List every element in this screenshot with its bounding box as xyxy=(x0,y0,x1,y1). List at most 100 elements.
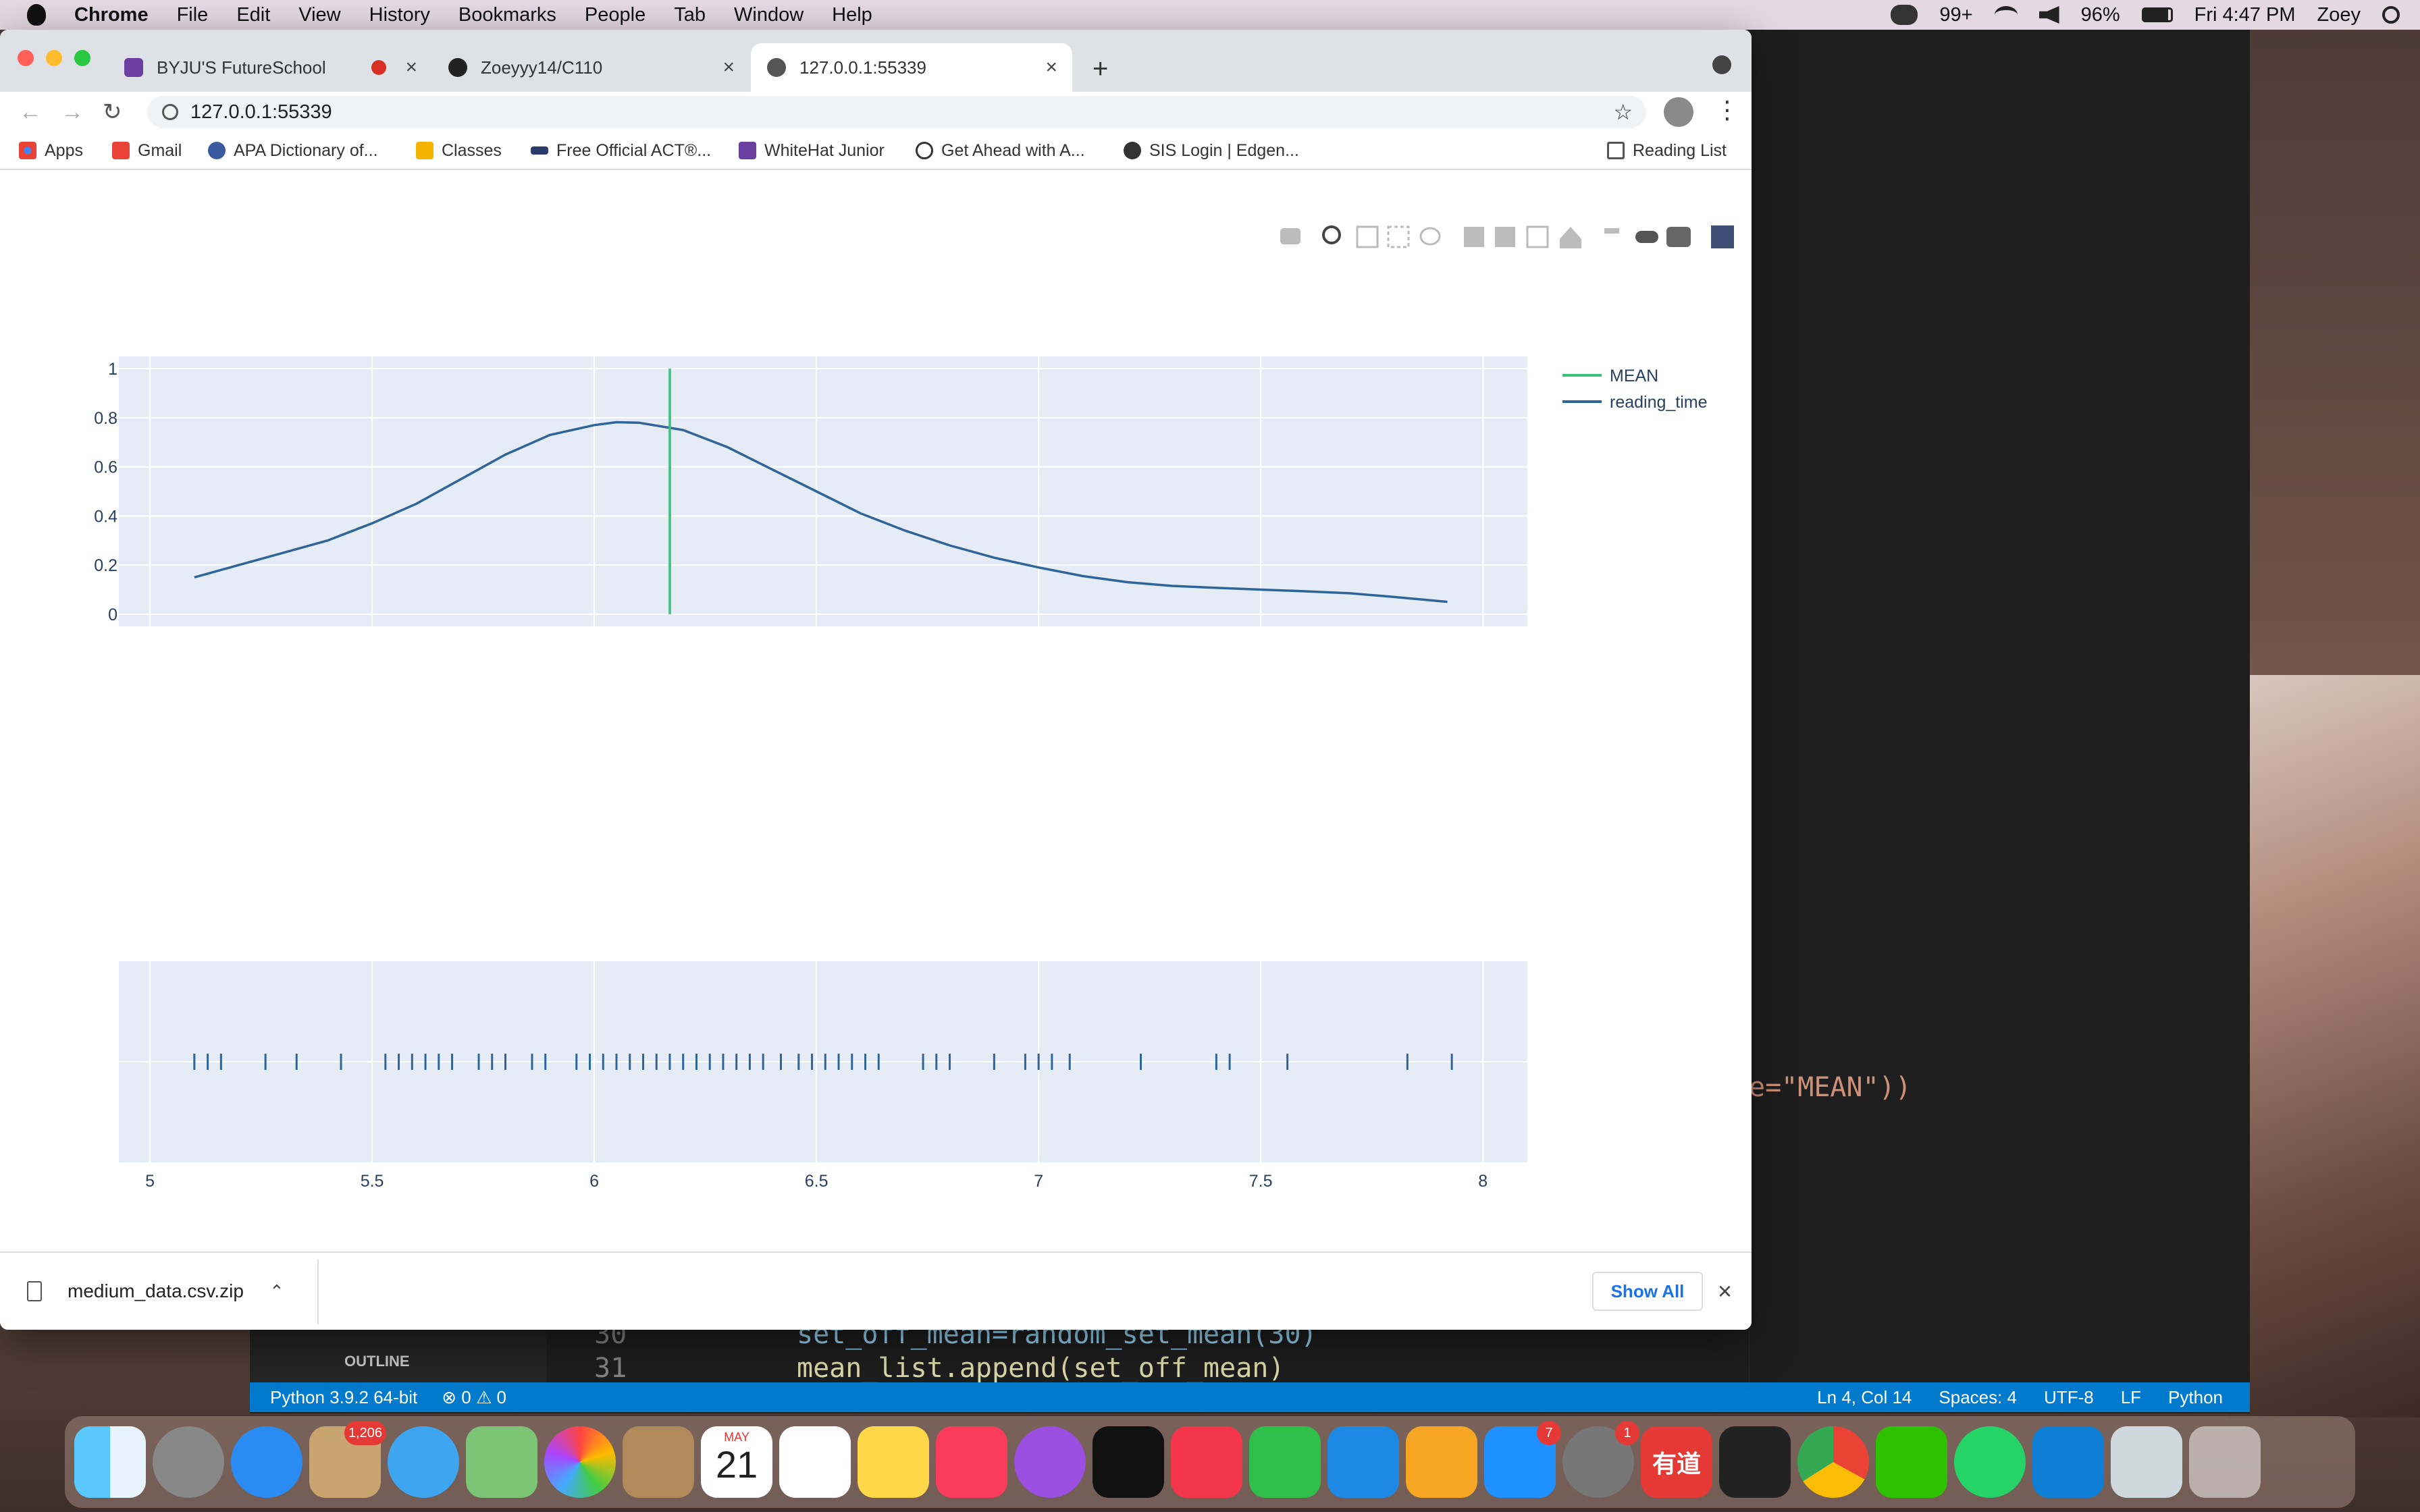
photos-icon[interactable] xyxy=(544,1426,616,1498)
finder-icon[interactable] xyxy=(74,1426,146,1498)
maps-icon[interactable] xyxy=(466,1426,537,1498)
spike-lines-icon[interactable] xyxy=(1604,228,1619,234)
vscode-icon[interactable] xyxy=(2032,1426,2104,1498)
app-store-icon[interactable]: 7 xyxy=(1484,1421,1561,1498)
home-icon[interactable] xyxy=(1560,227,1581,248)
status-indentation[interactable]: Spaces: 4 xyxy=(1939,1386,2018,1407)
bookmark-apps[interactable]: Apps xyxy=(19,141,83,161)
close-icon[interactable]: × xyxy=(1045,56,1057,78)
close-window-button[interactable] xyxy=(18,50,34,66)
calendar-icon[interactable]: MAY 21 xyxy=(701,1426,772,1498)
status-eol[interactable]: LF xyxy=(2120,1386,2142,1407)
bookmark-gmail[interactable]: Gmail xyxy=(112,141,182,161)
zoom-icon[interactable] xyxy=(1322,225,1341,244)
status-problems[interactable]: ⊗ 0 ⚠ 0 xyxy=(442,1386,506,1407)
messages-icon[interactable] xyxy=(388,1426,459,1498)
podcasts-icon[interactable] xyxy=(1014,1426,1086,1498)
hover-compare-icon[interactable] xyxy=(1666,227,1691,247)
hover-closest-icon[interactable] xyxy=(1635,231,1658,243)
bookmark-sis[interactable]: SIS Login | Edgen... xyxy=(1124,141,1299,161)
reminders-icon[interactable] xyxy=(779,1426,851,1498)
status-encoding[interactable]: UTF-8 xyxy=(2044,1386,2094,1407)
legend-item-reading-time[interactable]: reading_time xyxy=(1610,393,1708,412)
close-icon[interactable]: × xyxy=(405,56,417,78)
bookmark-apa[interactable]: APA Dictionary of... xyxy=(208,141,378,161)
box-select-icon[interactable] xyxy=(1387,225,1410,248)
menu-bookmarks[interactable]: Bookmarks xyxy=(458,3,556,26)
tab-github[interactable]: Zoeyyy14/C110 × xyxy=(432,43,749,92)
menu-view[interactable]: View xyxy=(298,3,341,26)
notes-icon[interactable] xyxy=(858,1426,929,1498)
numbers-icon[interactable] xyxy=(1249,1426,1321,1498)
star-icon[interactable]: ☆ xyxy=(1613,100,1633,124)
menu-tab[interactable]: Tab xyxy=(674,3,706,26)
menu-app-name[interactable]: Chrome xyxy=(74,3,149,26)
music-icon[interactable] xyxy=(936,1426,1007,1498)
autoscale-icon[interactable] xyxy=(1526,225,1549,248)
mail-icon[interactable]: 1,206 xyxy=(309,1421,386,1498)
bookmark-getahead[interactable]: Get Ahead with A... xyxy=(916,141,1085,161)
tab-localhost[interactable]: 127.0.0.1:55339 × xyxy=(751,43,1072,92)
terminal-icon[interactable] xyxy=(1719,1426,1791,1498)
contacts-icon[interactable] xyxy=(623,1426,694,1498)
wifi-icon[interactable] xyxy=(1994,6,2018,24)
notification-count[interactable]: 99+ xyxy=(1939,3,1973,26)
tab-byjus[interactable]: BYJU'S FutureSchool × xyxy=(108,43,432,92)
launchpad-icon[interactable] xyxy=(153,1426,224,1498)
volume-icon[interactable] xyxy=(2038,6,2059,24)
pan-icon[interactable] xyxy=(1356,225,1379,248)
apple-tv-icon[interactable] xyxy=(1093,1426,1164,1498)
show-all-button[interactable]: Show All xyxy=(1592,1272,1703,1311)
more-menu-icon[interactable]: ⋮ xyxy=(1715,96,1739,124)
status-language[interactable]: Python xyxy=(2168,1386,2223,1407)
status-cursor-position[interactable]: Ln 4, Col 14 xyxy=(1817,1386,1912,1407)
menubar-user[interactable]: Zoey xyxy=(2317,3,2361,26)
info-icon[interactable] xyxy=(162,104,178,120)
whatsapp-icon[interactable] xyxy=(1954,1426,2026,1498)
pages-icon[interactable] xyxy=(1406,1426,1477,1498)
legend-item-mean[interactable]: MEAN xyxy=(1610,367,1658,385)
apple-icon[interactable] xyxy=(27,4,46,26)
spotlight-icon[interactable] xyxy=(2382,6,2400,24)
plotly-logo-icon[interactable] xyxy=(1711,225,1734,248)
downloads-stack-icon[interactable] xyxy=(2111,1426,2182,1498)
youdao-icon[interactable]: 有道 xyxy=(1641,1426,1712,1498)
close-icon[interactable]: × xyxy=(722,56,735,78)
reading-list-button[interactable]: Reading List xyxy=(1607,141,1727,161)
news-icon[interactable] xyxy=(1171,1426,1242,1498)
menu-window[interactable]: Window xyxy=(734,3,804,26)
main-plot-area[interactable] xyxy=(119,356,1527,626)
menu-file[interactable]: File xyxy=(176,3,209,26)
bookmark-act[interactable]: Free Official ACT®... xyxy=(531,141,711,161)
camera-icon[interactable] xyxy=(1280,228,1300,244)
menu-edit[interactable]: Edit xyxy=(236,3,271,26)
tab-search-icon[interactable] xyxy=(1712,55,1731,74)
status-python-interpreter[interactable]: Python 3.9.2 64-bit xyxy=(270,1386,418,1407)
back-button[interactable]: ← xyxy=(19,99,42,125)
lasso-icon[interactable] xyxy=(1419,227,1441,246)
trash-icon[interactable] xyxy=(2189,1426,2261,1498)
menu-history[interactable]: History xyxy=(369,3,430,26)
menu-people[interactable]: People xyxy=(584,3,646,26)
chevron-up-icon[interactable]: ⌃ xyxy=(269,1280,284,1301)
reload-button[interactable]: ↻ xyxy=(103,99,122,125)
system-preferences-icon[interactable]: 1 xyxy=(1562,1421,1639,1498)
reading-time-curve[interactable] xyxy=(194,421,1448,603)
zoom-out-icon[interactable] xyxy=(1495,227,1515,247)
forward-button[interactable]: → xyxy=(61,99,84,125)
address-bar[interactable]: 127.0.0.1:55339 ☆ xyxy=(147,96,1646,128)
battery-percent[interactable]: 96% xyxy=(2080,3,2120,26)
download-item[interactable]: medium_data.csv.zip ⌃ xyxy=(27,1280,284,1302)
bookmark-whitehat[interactable]: WhiteHat Junior xyxy=(739,141,885,161)
chrome-icon[interactable] xyxy=(1797,1426,1869,1498)
safari-icon[interactable] xyxy=(231,1426,302,1498)
wechat-icon[interactable] xyxy=(1876,1426,1947,1498)
outline-header[interactable]: OUTLINE xyxy=(344,1353,410,1370)
zoom-in-icon[interactable] xyxy=(1464,227,1484,247)
avatar[interactable] xyxy=(1664,97,1693,127)
wechat-icon[interactable] xyxy=(1891,5,1918,25)
battery-icon[interactable] xyxy=(2141,7,2173,22)
keynote-icon[interactable] xyxy=(1327,1426,1399,1498)
menubar-clock[interactable]: Fri 4:47 PM xyxy=(2194,3,2296,26)
minimize-window-button[interactable] xyxy=(46,50,62,66)
